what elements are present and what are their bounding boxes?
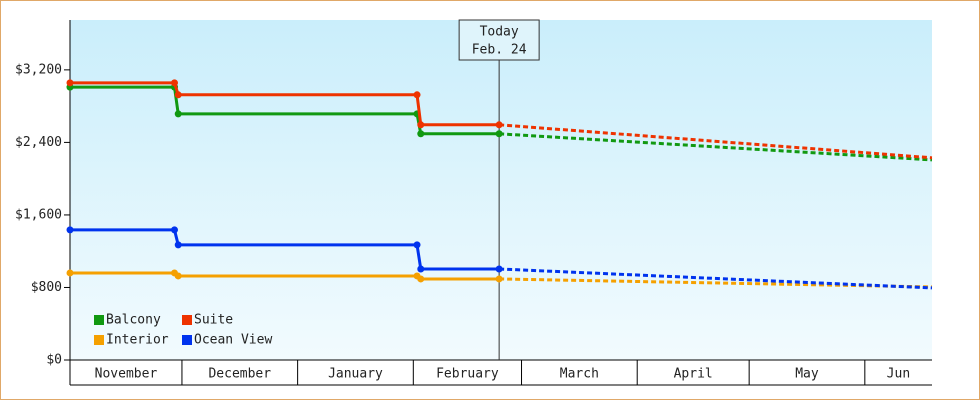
x-tick-label: February <box>436 367 499 382</box>
legend-swatch <box>182 335 192 345</box>
price-line <box>70 228 500 271</box>
forecast-line <box>499 132 933 162</box>
today-label: Today <box>480 25 519 40</box>
price-point <box>495 130 503 138</box>
x-tick-label: November <box>95 367 158 382</box>
x-tick-label: Jun <box>887 367 910 382</box>
forecast-line <box>499 267 933 290</box>
y-tick-label: $0 <box>46 353 62 368</box>
price-point <box>174 110 182 118</box>
price-point <box>66 269 74 277</box>
price-point <box>417 275 425 283</box>
price-point <box>170 79 178 87</box>
price-point <box>495 275 503 283</box>
x-tick-label: January <box>328 367 383 382</box>
legend-label: Suite <box>194 313 233 328</box>
x-tick-label: March <box>560 367 599 382</box>
price-point <box>170 226 178 234</box>
y-tick-label: $1,600 <box>15 207 62 222</box>
y-tick-label: $3,200 <box>15 62 62 77</box>
price-point <box>417 130 425 138</box>
legend-swatch <box>182 315 192 325</box>
today-label: Feb. 24 <box>472 43 527 58</box>
price-line <box>70 85 500 136</box>
price-point <box>174 272 182 280</box>
legend-swatch <box>94 335 104 345</box>
price-point <box>495 121 503 129</box>
legend-label: Balcony <box>106 313 161 328</box>
price-line <box>70 271 500 281</box>
x-tick-label: December <box>208 367 271 382</box>
price-line <box>70 81 500 127</box>
legend-swatch <box>94 315 104 325</box>
legend-label: Ocean View <box>194 333 272 348</box>
today-box <box>458 19 540 61</box>
price-point <box>66 226 74 234</box>
legend-label: Interior <box>106 333 169 348</box>
price-point <box>66 79 74 87</box>
y-tick-label: $800 <box>31 280 62 295</box>
price-point <box>174 91 182 99</box>
x-tick-label: May <box>795 367 819 382</box>
y-tick-label: $2,400 <box>15 135 62 150</box>
plot-area <box>70 20 932 360</box>
price-point <box>413 91 421 99</box>
price-point <box>417 121 425 129</box>
forecast-line <box>499 123 933 160</box>
price-point <box>413 241 421 249</box>
price-point <box>417 265 425 273</box>
x-tick-label: April <box>674 367 713 382</box>
price-point <box>495 265 503 273</box>
price-point <box>174 241 182 249</box>
